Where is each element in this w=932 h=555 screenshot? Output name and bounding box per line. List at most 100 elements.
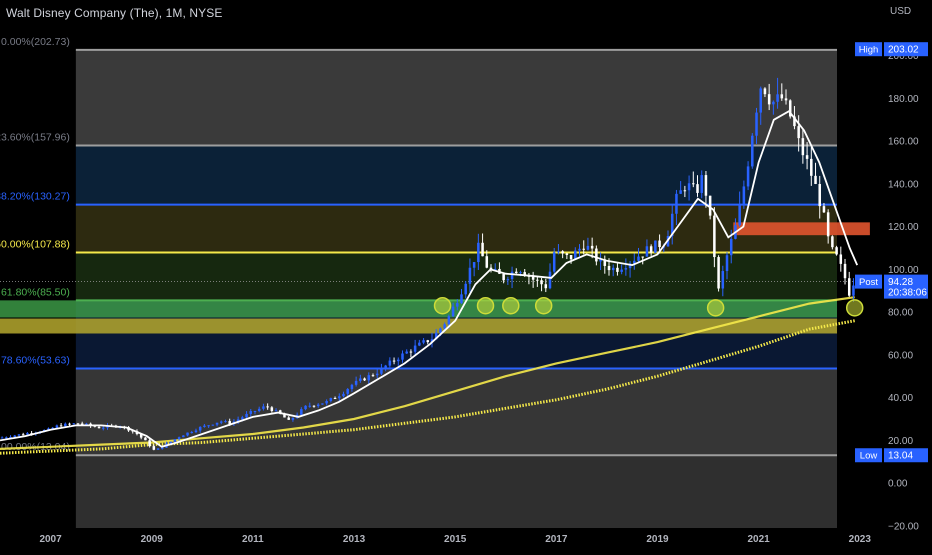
- candle-body-105: [443, 324, 446, 329]
- candle-body-15: [64, 423, 67, 427]
- y-tick-200: 200.00: [888, 51, 919, 62]
- support-circle-3: [534, 296, 553, 315]
- candle-body-146: [616, 267, 619, 272]
- y-axis: USD −20.00 0.00 20.00 40.00 60.00 80.00 100.00 1…: [888, 6, 919, 532]
- candle-body-100: [422, 340, 425, 343]
- candle-body-162: [683, 190, 687, 192]
- candle-body-67: [283, 413, 286, 418]
- post-value-bg: [884, 274, 928, 299]
- candle-body-72: [304, 405, 307, 410]
- candle-body-81: [342, 393, 345, 397]
- post-countdown: 20:38:06: [888, 288, 927, 299]
- candle-body-121: [510, 271, 514, 280]
- candle-body-170: [717, 257, 720, 289]
- candle-body-17: [72, 423, 76, 425]
- candle-body-54: [228, 421, 231, 425]
- candle-body-2: [9, 436, 12, 438]
- candle-body-16: [68, 423, 71, 425]
- candle-body-90: [380, 367, 383, 374]
- high-value-bg: [884, 42, 928, 57]
- candle-body-199: [839, 254, 843, 264]
- candle-body-153: [645, 246, 649, 257]
- candle-body-180: [759, 88, 762, 113]
- y-tick-80: 80.00: [888, 308, 913, 319]
- candle-body-114: [481, 242, 484, 257]
- candle-body-35: [148, 440, 151, 447]
- candle-body-164: [692, 183, 695, 185]
- candle-body-78: [329, 398, 333, 402]
- candle-body-76: [321, 403, 324, 405]
- x-tick-2013: 2013: [343, 534, 366, 545]
- candle-body-136: [574, 250, 577, 260]
- candle-body-60: [253, 410, 257, 412]
- y-tick-180: 180.00: [888, 94, 919, 105]
- candle-body-176: [742, 186, 746, 204]
- y-tick-40: 40.00: [888, 393, 913, 404]
- candle-body-108: [456, 303, 459, 307]
- fib-fill-6: [75, 455, 838, 528]
- candle-body-41: [173, 439, 177, 442]
- candle-body-1: [5, 437, 8, 439]
- candle-body-171: [721, 271, 725, 289]
- candle-body-92: [388, 360, 392, 366]
- post-label: Post: [859, 277, 878, 288]
- fib-fill-5: [75, 368, 838, 456]
- candle-body-93: [392, 360, 396, 362]
- candle-body-167: [704, 175, 708, 196]
- candle-body-169: [713, 215, 716, 258]
- candle-body-161: [679, 190, 682, 194]
- candle-body-48: [203, 425, 206, 427]
- x-tick-2021: 2021: [747, 534, 770, 545]
- x-tick-2023: 2023: [849, 534, 872, 545]
- candle-body-13: [55, 425, 59, 428]
- candle-body-38: [160, 447, 164, 449]
- candle-body-65: [274, 410, 278, 412]
- candle-body-163: [687, 183, 691, 191]
- candle-body-96: [405, 351, 408, 354]
- candle-body-84: [354, 380, 358, 385]
- candle-body-98: [413, 345, 417, 352]
- ma-slow-line: [0, 296, 855, 450]
- support-circle-4: [706, 299, 725, 317]
- candle-body-103: [434, 332, 438, 340]
- candle-body-63: [266, 406, 269, 408]
- candle-body-11: [47, 428, 50, 430]
- candle-body-129: [544, 284, 548, 289]
- candle-body-86: [363, 378, 366, 381]
- candle-body-109: [460, 294, 463, 304]
- candle-body-188: [793, 116, 796, 127]
- y-tick-0: 0.00: [888, 479, 908, 490]
- candle-body-5: [21, 434, 25, 436]
- candle-body-59: [249, 411, 253, 414]
- candle-body-57: [241, 417, 244, 420]
- candle-body-184: [776, 94, 779, 102]
- candle-body-160: [675, 193, 678, 214]
- candle-body-198: [835, 247, 838, 255]
- candle-body-19: [80, 423, 84, 425]
- candle-body-181: [763, 88, 767, 95]
- candle-body-106: [447, 316, 451, 325]
- candle-body-89: [375, 373, 379, 376]
- candle-body-193: [814, 175, 817, 184]
- candle-body-33: [139, 434, 143, 438]
- candle-body-44: [186, 432, 189, 436]
- candle-body-142: [599, 259, 602, 262]
- fib-fill-0: [75, 49, 838, 146]
- candle-body-192: [810, 158, 813, 176]
- candle-body-110: [464, 283, 467, 295]
- candle-body-139: [586, 245, 590, 250]
- support-circles: [433, 296, 864, 317]
- candle-body-183: [772, 101, 775, 105]
- candle-body-56: [236, 419, 240, 422]
- candle-body-97: [409, 351, 413, 353]
- post-value: 94.28: [888, 277, 913, 288]
- candle-body-189: [797, 126, 800, 139]
- candle-body-94: [397, 359, 400, 362]
- y-tick-100: 100.00: [888, 265, 919, 276]
- fib-label-4: 61.80%(85.50): [1, 286, 70, 298]
- candle-body-50: [211, 424, 215, 426]
- chart-title: Walt Disney Company (The), 1M, NYSE: [6, 6, 223, 20]
- candle-body-79: [333, 398, 337, 400]
